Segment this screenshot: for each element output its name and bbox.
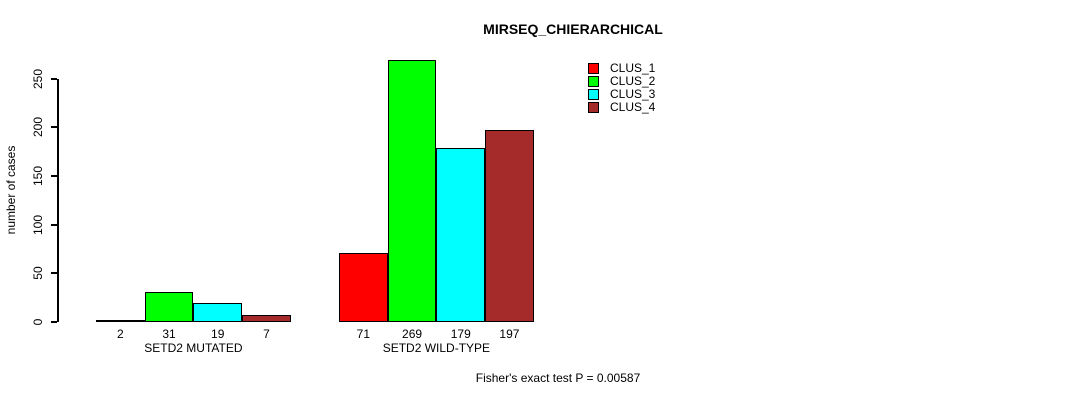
- legend: CLUS_1 CLUS_2 CLUS_3 CLUS_4: [588, 62, 655, 114]
- y-axis-tick: [51, 126, 57, 129]
- group-label: SETD2 WILD-TYPE: [382, 341, 491, 355]
- bar-value-label: 269: [402, 327, 423, 341]
- y-axis-line: [57, 78, 59, 322]
- bar-clus_2-group2: [387, 59, 437, 322]
- legend-swatch-clus_4: [588, 102, 599, 113]
- bar-value-label: 179: [450, 327, 471, 341]
- y-axis-tick-label: 200: [31, 117, 45, 138]
- legend-swatch-clus_3: [588, 89, 599, 100]
- y-axis-tick: [51, 174, 57, 177]
- bar-value-label: 71: [356, 327, 371, 341]
- legend-item: CLUS_1: [588, 62, 655, 75]
- bar-clus_1-group2: [339, 252, 388, 322]
- bar-value-label: 2: [117, 327, 124, 341]
- legend-item: CLUS_2: [588, 75, 655, 88]
- bar-clus_3-group2: [436, 147, 486, 322]
- y-axis-tick: [51, 321, 57, 323]
- bar-value-label: 7: [263, 327, 270, 341]
- legend-label: CLUS_2: [610, 74, 656, 88]
- bar-clus_3-group1: [193, 303, 243, 322]
- bar-value-label: 19: [211, 327, 225, 341]
- bar-clus_1-group1: [96, 320, 145, 322]
- legend-label: CLUS_4: [610, 100, 656, 114]
- y-axis-tick-label: 250: [31, 68, 45, 89]
- y-axis-tick: [51, 223, 57, 226]
- legend-item: CLUS_4: [588, 101, 655, 114]
- y-axis-tick-label: 0: [31, 318, 45, 326]
- bar-value-label: 31: [162, 327, 176, 341]
- legend-item: CLUS_3: [588, 88, 655, 101]
- y-axis-tick: [51, 272, 57, 275]
- y-axis-tick-label: 100: [31, 214, 45, 235]
- y-axis-tick: [51, 77, 57, 80]
- legend-swatch-clus_1: [588, 63, 599, 74]
- legend-label: CLUS_3: [610, 87, 656, 101]
- y-axis-tick-label: 150: [31, 165, 45, 186]
- group-label: SETD2 MUTATED: [144, 341, 243, 355]
- bar-value-label: 197: [499, 327, 520, 341]
- y-axis-tick-label: 50: [31, 266, 45, 280]
- chart-title: MIRSEQ_CHIERARCHICAL: [483, 21, 663, 37]
- legend-swatch-clus_2: [588, 76, 599, 87]
- bar-clus_2-group1: [144, 291, 194, 322]
- bar-clus_4-group1: [242, 315, 291, 322]
- legend-label: CLUS_1: [610, 61, 656, 75]
- fisher-test-annotation: Fisher's exact test P = 0.00587: [475, 371, 641, 385]
- bar-clus_4-group2: [485, 130, 534, 322]
